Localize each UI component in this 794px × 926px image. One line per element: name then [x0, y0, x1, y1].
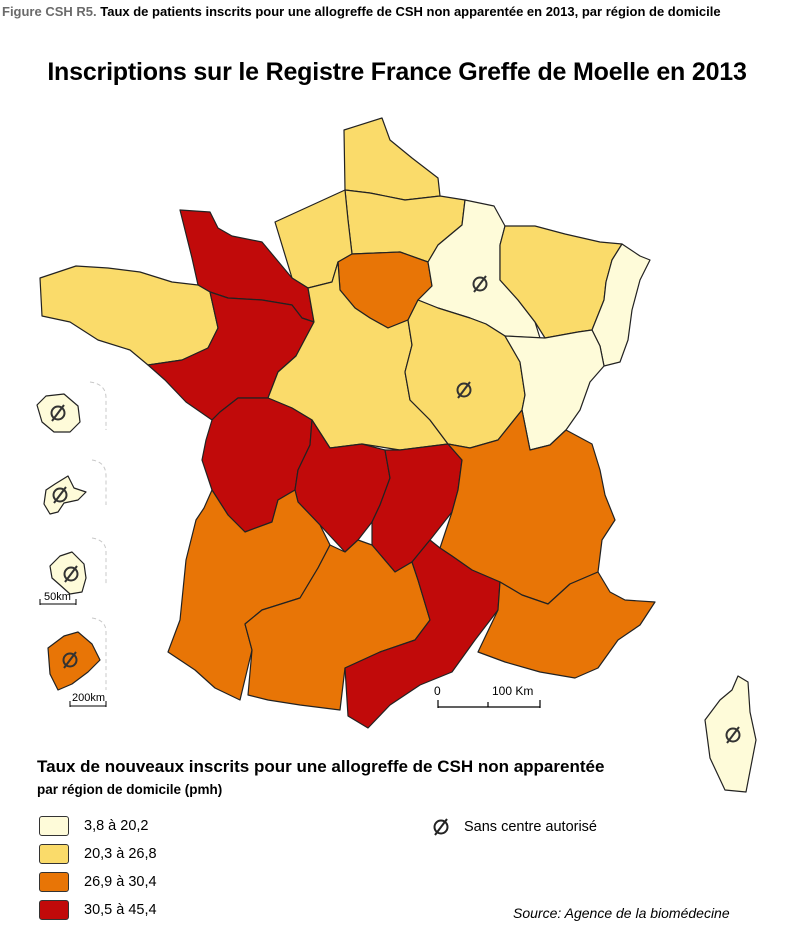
legend-swatch	[39, 844, 69, 864]
region-guyane	[47, 631, 101, 691]
region-corse	[704, 675, 757, 793]
no-centre-marker-icon	[63, 565, 79, 583]
region-bretagne	[39, 265, 219, 366]
region-martinique	[43, 475, 87, 515]
no-centre-marker-icon	[725, 726, 741, 744]
region-paca	[477, 571, 656, 679]
region-languedoc-roussillon	[344, 539, 501, 729]
map-title: Inscriptions sur le Registre France Gref…	[47, 58, 747, 86]
legend-label: 3,8 à 20,2	[84, 818, 149, 834]
legend-no-centre: Sans centre autorisé	[430, 817, 597, 837]
source-note: Source: Agence de la biomédecine	[513, 905, 730, 921]
legend-swatch	[39, 900, 69, 920]
legend-item-class-2: 20,3 à 26,8	[39, 843, 157, 865]
no-centre-marker-icon	[50, 404, 66, 422]
region-alsace	[591, 243, 651, 367]
inset-scale-bars	[39, 599, 107, 707]
legend-item-class-3: 26,9 à 30,4	[39, 871, 157, 893]
no-centre-marker-icon	[472, 275, 488, 293]
no-centre-icon	[433, 818, 449, 836]
legend-title: Taux de nouveaux inscrits pour une allog…	[37, 757, 605, 776]
figure-label: Figure CSH R5.	[2, 4, 97, 19]
legend-item-class-1: 3,8 à 20,2	[39, 815, 149, 837]
scale-end-label: 100 Km	[492, 684, 534, 698]
inset-scale-50km: 50km	[44, 591, 71, 603]
legend-label: 26,9 à 30,4	[84, 874, 157, 890]
legend-label: 30,5 à 45,4	[84, 902, 157, 918]
inset-scale-200km: 200km	[72, 692, 106, 704]
no-centre-label: Sans centre autorisé	[464, 819, 597, 835]
scale-start-label: 0	[434, 684, 441, 698]
no-centre-marker-icon	[52, 486, 68, 504]
region-rhone-alpes	[439, 409, 616, 605]
scale-bar	[437, 700, 541, 708]
no-centre-symbols	[50, 275, 741, 744]
legend-label: 20,3 à 26,8	[84, 846, 157, 862]
legend-item-class-4: 30,5 à 45,4	[39, 899, 157, 921]
no-centre-marker-icon	[62, 651, 78, 669]
no-centre-marker-icon	[456, 381, 472, 399]
region-reunion	[49, 551, 87, 595]
inset-frames	[89, 381, 107, 690]
legend-subtitle: par région de domicile (pmh)	[37, 782, 223, 797]
legend-swatch	[39, 872, 69, 892]
legend-swatch	[39, 816, 69, 836]
figure-caption: Figure CSH R5. Taux de patients inscrits…	[2, 4, 721, 19]
figure-caption-text: Taux de patients inscrits pour une allog…	[100, 4, 721, 19]
region-nord-pas-de-calais	[343, 117, 441, 201]
